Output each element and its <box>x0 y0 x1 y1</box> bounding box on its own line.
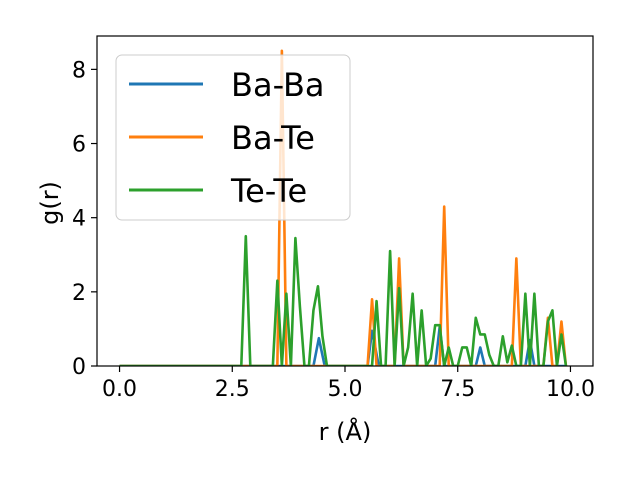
y-tick-label: 8 <box>72 58 86 83</box>
y-tick-label: 6 <box>72 133 86 158</box>
x-tick-label: 10.0 <box>546 377 595 402</box>
legend-label-ba-te: Ba-Te <box>231 119 315 157</box>
y-axis-title: g(r) <box>36 181 64 225</box>
series-line-te-te <box>119 234 568 366</box>
x-tick-label: 2.5 <box>215 377 250 402</box>
y-tick-label: 2 <box>72 281 86 306</box>
x-tick-label: 5.0 <box>328 377 363 402</box>
series-line-ba-te <box>119 49 568 366</box>
x-axis-title: r (Å) <box>319 417 372 446</box>
y-axis-ticks: 0 2 4 6 8 <box>72 58 97 380</box>
x-tick-label: 0.0 <box>102 377 137 402</box>
y-tick-label: 0 <box>72 355 86 380</box>
legend-label-te-te: Te-Te <box>230 172 307 210</box>
plot-area <box>119 49 568 366</box>
x-axis-ticks: 0.0 2.5 5.0 7.5 10.0 <box>102 366 595 402</box>
series-layer <box>119 49 568 366</box>
legend: Ba-Ba Ba-Te Te-Te <box>115 54 351 221</box>
legend-box <box>115 54 351 221</box>
y-tick-label: 4 <box>72 207 86 232</box>
x-tick-label: 7.5 <box>440 377 475 402</box>
legend-label-ba-ba: Ba-Ba <box>231 66 325 104</box>
